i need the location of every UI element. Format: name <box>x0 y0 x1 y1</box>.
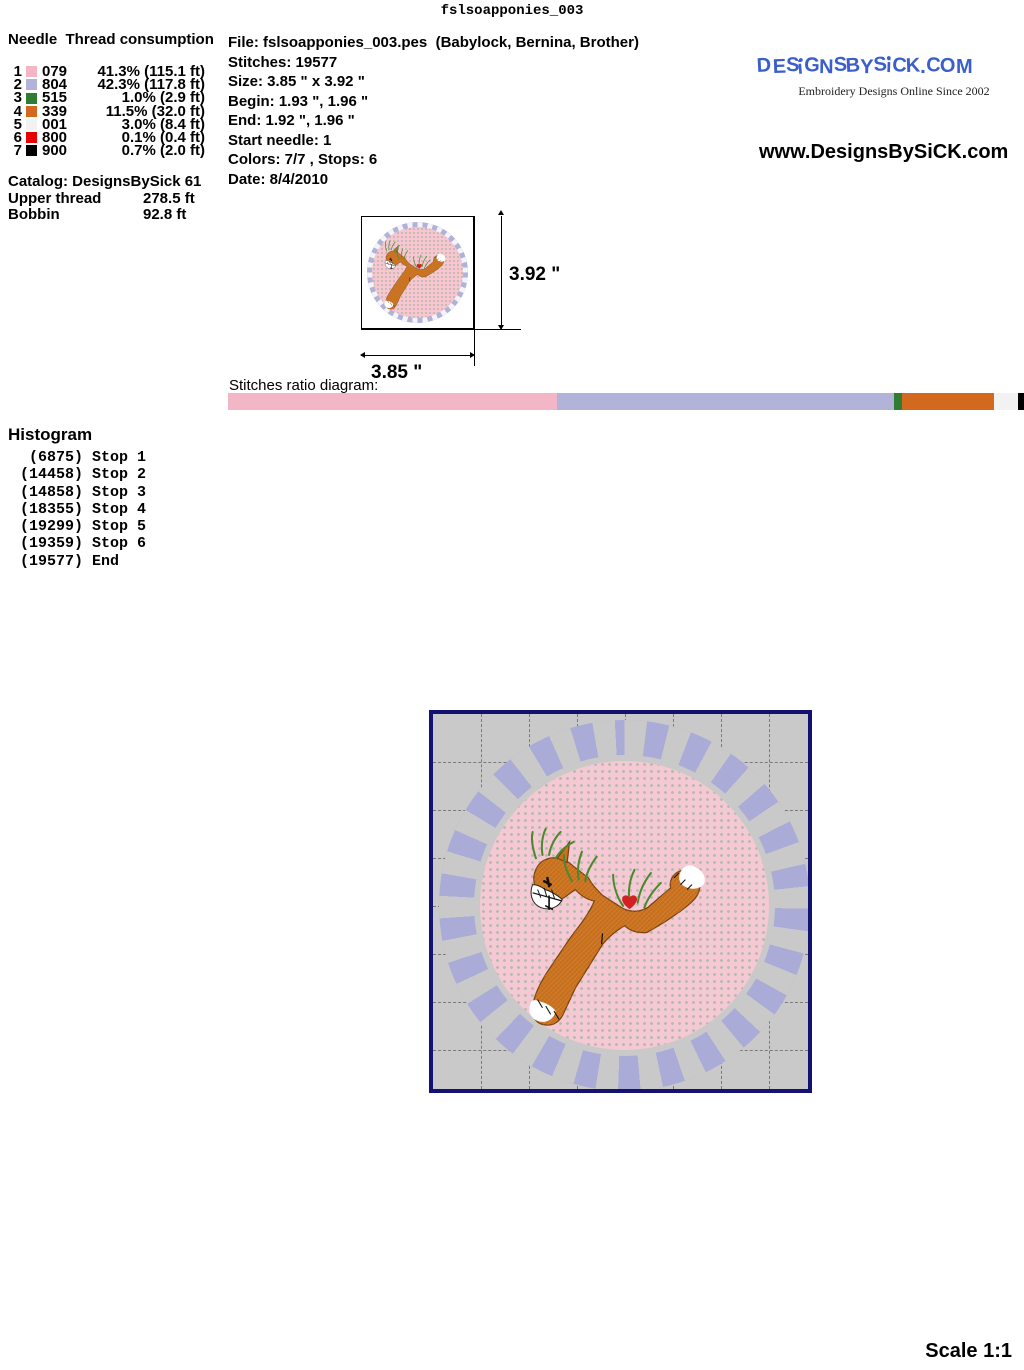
svg-text:E: E <box>772 56 786 78</box>
svg-text:D: D <box>756 54 772 77</box>
svg-text:K: K <box>905 54 921 77</box>
svg-text:M: M <box>956 56 973 78</box>
svg-text:O: O <box>940 55 956 77</box>
svg-text:Y: Y <box>860 56 874 78</box>
svg-text:N: N <box>819 56 834 78</box>
svg-text:C: C <box>926 54 941 76</box>
svg-text:G: G <box>804 54 820 77</box>
svg-text:B: B <box>845 54 861 77</box>
